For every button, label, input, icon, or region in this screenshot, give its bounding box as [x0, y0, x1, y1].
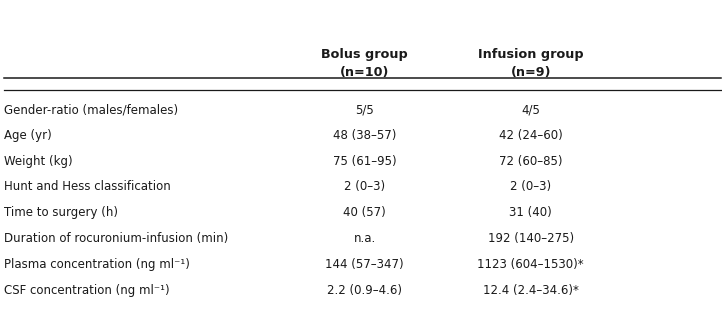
Text: Duration of rocuronium-infusion (min): Duration of rocuronium-infusion (min): [4, 232, 228, 245]
Text: Age (yr): Age (yr): [4, 129, 51, 142]
Text: Bolus group
(n=10): Bolus group (n=10): [321, 48, 408, 79]
Text: 31 (40): 31 (40): [509, 206, 552, 219]
Text: 192 (140–275): 192 (140–275): [487, 232, 574, 245]
Text: 40 (57): 40 (57): [343, 206, 386, 219]
Text: 2.2 (0.9–4.6): 2.2 (0.9–4.6): [327, 284, 402, 296]
Text: CSF concentration (ng ml⁻¹): CSF concentration (ng ml⁻¹): [4, 284, 169, 296]
Text: 2 (0–3): 2 (0–3): [344, 181, 385, 193]
Text: 12.4 (2.4–34.6)*: 12.4 (2.4–34.6)*: [483, 284, 578, 296]
Text: 42 (24–60): 42 (24–60): [499, 129, 562, 142]
Text: Infusion group
(n=9): Infusion group (n=9): [478, 48, 583, 79]
Text: 72 (60–85): 72 (60–85): [499, 155, 562, 168]
Text: 48 (38–57): 48 (38–57): [333, 129, 396, 142]
Text: Hunt and Hess classification: Hunt and Hess classification: [4, 181, 170, 193]
Text: 75 (61–95): 75 (61–95): [333, 155, 396, 168]
Text: n.a.: n.a.: [354, 232, 375, 245]
Text: 1123 (604–1530)*: 1123 (604–1530)*: [477, 258, 584, 271]
Text: Plasma concentration (ng ml⁻¹): Plasma concentration (ng ml⁻¹): [4, 258, 189, 271]
Text: 4/5: 4/5: [521, 103, 540, 116]
Text: Time to surgery (h): Time to surgery (h): [4, 206, 118, 219]
Text: 2 (0–3): 2 (0–3): [510, 181, 551, 193]
Text: Gender-ratio (males/females): Gender-ratio (males/females): [4, 103, 178, 116]
Text: Weight (kg): Weight (kg): [4, 155, 72, 168]
Text: 144 (57–347): 144 (57–347): [326, 258, 404, 271]
Text: 5/5: 5/5: [355, 103, 374, 116]
